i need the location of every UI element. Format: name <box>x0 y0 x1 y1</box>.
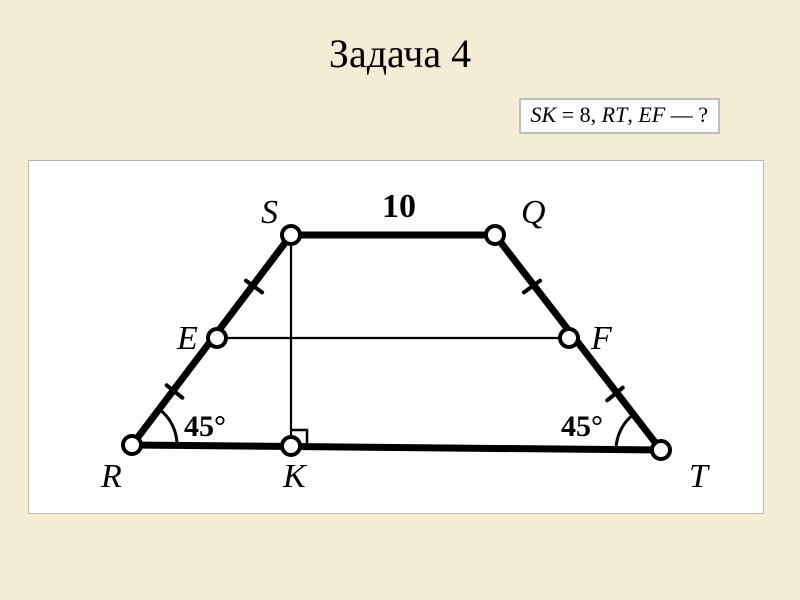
seg-SK: SK <box>531 102 557 127</box>
svg-text:45°: 45° <box>184 410 226 443</box>
svg-text:F: F <box>590 320 613 357</box>
svg-text:10: 10 <box>382 188 416 225</box>
page-title: Задача 4 <box>0 30 800 77</box>
sep: , <box>627 102 638 127</box>
seg-RT: RT <box>602 102 628 127</box>
svg-text:45°: 45° <box>561 410 603 443</box>
svg-text:S: S <box>261 194 278 231</box>
problem-statement: SK = 8, RT, EF — ? <box>519 98 720 134</box>
svg-text:E: E <box>176 320 198 357</box>
eq1: = 8, <box>556 102 601 127</box>
svg-text:K: K <box>282 458 308 495</box>
svg-text:R: R <box>100 458 122 495</box>
seg-EF: EF <box>638 102 665 127</box>
trapezoid-diagram: S Q E F R T K 10 45° 45° <box>29 161 763 513</box>
svg-text:T: T <box>689 458 710 495</box>
svg-text:Q: Q <box>521 194 546 231</box>
figure-panel: S Q E F R T K 10 45° 45° <box>28 160 764 514</box>
question-mark: — ? <box>665 102 708 127</box>
